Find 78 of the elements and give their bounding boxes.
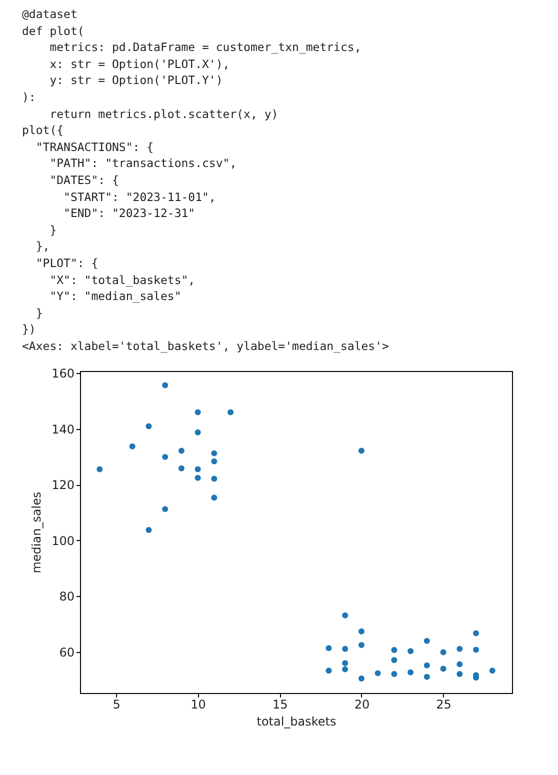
point bbox=[424, 638, 430, 644]
text: @dataset bbox=[22, 6, 78, 23]
point bbox=[326, 646, 332, 652]
text: plot({ bbox=[22, 122, 65, 139]
point bbox=[162, 506, 168, 513]
point bbox=[473, 630, 479, 637]
point bbox=[391, 672, 398, 678]
point bbox=[358, 676, 364, 682]
text: "PLOT": { bbox=[34, 254, 100, 272]
point bbox=[408, 670, 414, 676]
text: "DATES": { bbox=[48, 172, 120, 189]
point bbox=[178, 466, 184, 472]
point bbox=[211, 495, 218, 502]
point bbox=[178, 448, 184, 454]
point bbox=[326, 668, 332, 674]
point bbox=[408, 648, 414, 655]
point bbox=[374, 670, 381, 677]
point bbox=[146, 424, 152, 430]
y-tick-label: 60 bbox=[59, 646, 74, 660]
text: }) bbox=[22, 321, 37, 338]
text: metrics: pd.DataFrame = customer_txn_metrics, bbox=[48, 39, 362, 56]
text: "PATH": "transactions.csv", bbox=[48, 155, 238, 172]
point bbox=[473, 647, 479, 654]
point bbox=[211, 476, 218, 482]
text: } bbox=[34, 304, 44, 322]
point bbox=[358, 642, 364, 648]
text: ): bbox=[22, 88, 37, 106]
point bbox=[456, 672, 463, 678]
point bbox=[228, 410, 234, 416]
point bbox=[211, 458, 218, 465]
point bbox=[162, 454, 168, 460]
x-tick-label: 20 bbox=[354, 698, 370, 712]
point bbox=[424, 662, 430, 669]
point bbox=[391, 648, 398, 654]
x-tick-label: 15 bbox=[272, 698, 288, 712]
text: "TRANSACTIONS": { bbox=[34, 138, 155, 156]
text: y: str = Option('PLOT.Y') bbox=[48, 72, 224, 89]
x-tick-label: 5 bbox=[112, 698, 120, 712]
text: return metrics.plot.scatter(x, y) bbox=[48, 106, 280, 122]
y-tick-label: 80 bbox=[59, 590, 74, 604]
text: } bbox=[48, 222, 58, 238]
text: "Y": "median_sales" bbox=[48, 288, 182, 305]
text: "START": "2023-11-01", bbox=[62, 188, 217, 206]
x-axis-title: total_baskets bbox=[256, 714, 336, 729]
point bbox=[96, 466, 103, 473]
y-tick-label: 140 bbox=[52, 422, 74, 437]
point bbox=[194, 430, 201, 436]
point bbox=[162, 382, 168, 389]
point bbox=[194, 410, 201, 416]
point bbox=[489, 668, 496, 674]
x-tick-label: 10 bbox=[190, 698, 206, 712]
point bbox=[391, 658, 398, 664]
point bbox=[342, 612, 348, 619]
x-tick-label: 25 bbox=[436, 698, 452, 712]
text: }, bbox=[34, 238, 51, 255]
y-tick-label: 100 bbox=[52, 534, 74, 548]
text: x: str = Option('PLOT.X'), bbox=[48, 56, 231, 72]
point bbox=[424, 674, 430, 680]
y-tick-label: 160 bbox=[52, 366, 74, 381]
point bbox=[194, 466, 201, 473]
y-axis-title: median_sales bbox=[30, 492, 44, 574]
point bbox=[358, 628, 364, 635]
point bbox=[358, 448, 364, 454]
point bbox=[456, 662, 463, 668]
point bbox=[342, 666, 348, 673]
text: <Axes: xlabel='total_baskets', ylabel='median_sales'> bbox=[22, 338, 390, 354]
y-tick-label: 120 bbox=[52, 478, 74, 493]
point bbox=[342, 646, 348, 652]
point bbox=[129, 444, 136, 450]
point bbox=[456, 646, 463, 652]
text: def plot( bbox=[22, 22, 86, 40]
point bbox=[440, 650, 446, 656]
point bbox=[440, 666, 446, 672]
text: "X": "total_baskets", bbox=[48, 272, 196, 288]
text: "END": "2023-12-31" bbox=[62, 205, 196, 222]
point bbox=[194, 475, 201, 482]
point bbox=[342, 660, 348, 667]
point bbox=[211, 450, 218, 457]
